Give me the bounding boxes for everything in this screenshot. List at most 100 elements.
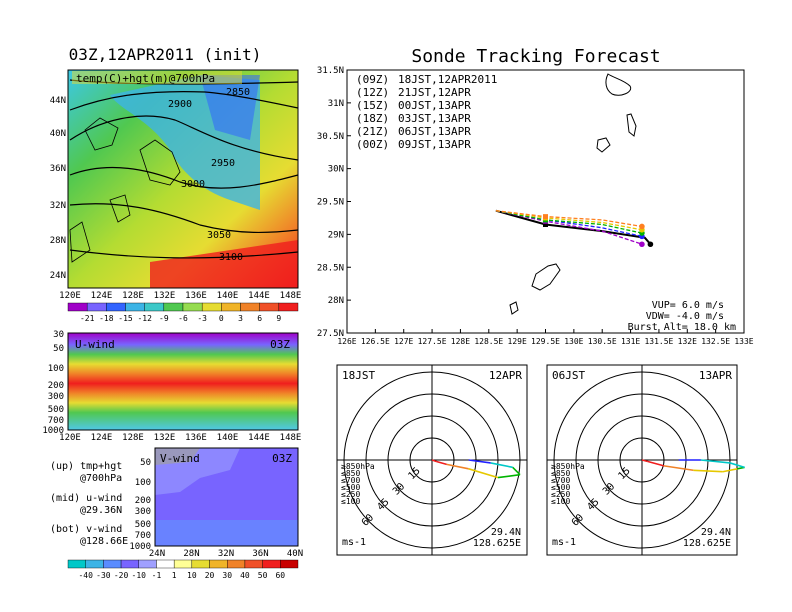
- v-wind-colorbar-label: 50: [258, 571, 268, 580]
- burst-point: [639, 241, 645, 248]
- hodograph-level-label: ≤850: [551, 469, 570, 478]
- map-frame: [67, 69, 299, 289]
- map-lon-tick: 140E: [217, 291, 239, 301]
- track-legend-run: (15Z): [356, 99, 389, 112]
- track-legend-label: 09JST,13APR: [398, 138, 471, 151]
- left-title: 03Z,12APR2011 (init): [69, 45, 262, 64]
- u-wind-lon-tick: 148E: [280, 433, 302, 443]
- map-colorbar-swatch: [86, 302, 107, 312]
- track-lat-tick: 29N: [328, 230, 344, 240]
- track-legend-run: (09Z): [356, 73, 389, 86]
- map-lon-tick: 132E: [154, 291, 176, 301]
- hodograph-level-label: ≤700: [551, 476, 570, 485]
- v-wind-colorbar: -40 -30 -20 -10 -1 1 10 20 30 40 50 60: [67, 559, 299, 580]
- u-wind-label: U-wind: [75, 338, 115, 351]
- v-wind-colorbar-label: -30: [96, 571, 111, 580]
- hodograph-level-label: ≥850hPa: [551, 462, 585, 471]
- v-wind-level-tick: 500: [135, 520, 151, 530]
- track-lat-tick: 27.5N: [317, 329, 344, 339]
- map-lat-tick: 44N: [50, 96, 66, 106]
- track-info-line: VDW= -4.0 m/s: [646, 311, 724, 322]
- u-wind-lon-tick: 136E: [185, 433, 207, 443]
- map-colorbar-swatch: [144, 302, 165, 312]
- map-lon-tick: 144E: [248, 291, 270, 301]
- v-wind-colorbar-swatch: [173, 559, 193, 569]
- hodograph-lat: 29.4N: [491, 527, 521, 538]
- track-info-line: Burst Alt= 18.0 km: [628, 322, 736, 333]
- map-colorbar-label: -15: [118, 314, 133, 323]
- track-lat-tick: 31.5N: [317, 66, 344, 76]
- track-map-panel: (09Z) 18JST,12APR2011 (12Z) 21JST,12APR (15Z…: [317, 66, 754, 346]
- hodograph-level-label: ≤700: [341, 476, 360, 485]
- map-colorbar-swatch: [163, 302, 184, 312]
- hodograph-date: 13APR: [699, 369, 732, 382]
- warm-region: [150, 240, 298, 288]
- map-lat-tick: 32N: [50, 201, 66, 211]
- v-wind-level-tick: 50: [140, 458, 151, 468]
- map-colorbar-label: -12: [137, 314, 152, 323]
- v-wind-lat-tick: 24N: [149, 549, 165, 559]
- contour-label-3050: 3050: [207, 230, 231, 241]
- v-wind-lat-tick: 32N: [218, 549, 234, 559]
- hodograph-trace: [436, 460, 447, 466]
- map-colorbar-label: -6: [178, 314, 188, 323]
- map-lat-tick: 24N: [50, 271, 66, 281]
- legend-up: (up) tmp+hgt: [50, 461, 122, 472]
- legend-up-level: @700hPa: [80, 473, 122, 484]
- map-colorbar-swatch: [259, 302, 280, 312]
- map-lon-labels: 120E 124E 128E 132E 136E 140E 144E 148E: [59, 291, 301, 301]
- u-wind-level-tick: 1000: [42, 426, 64, 436]
- legend-bot: (bot) v-wind: [50, 524, 122, 535]
- map-colorbar-swatch: [240, 302, 260, 312]
- map-lat-tick: 36N: [50, 164, 66, 174]
- map-colorbar-swatch: [201, 302, 222, 312]
- track-line: [495, 210, 643, 228]
- v-wind-time: 03Z: [272, 452, 292, 465]
- hodograph-unit: ms-1: [552, 537, 576, 548]
- v-wind-colorbar-swatch: [227, 559, 246, 569]
- island-5: [509, 301, 519, 315]
- hodograph-level-label: ≤850: [341, 469, 360, 478]
- island-3: [626, 113, 637, 137]
- v-wind-colorbar-swatch: [85, 559, 104, 569]
- v-wind-colorbar-swatch: [191, 559, 210, 569]
- map-colorbar-swatch: [125, 302, 145, 312]
- map-colorbar-swatch: [221, 302, 241, 312]
- legend-mid: (mid) u-wind: [50, 493, 122, 504]
- u-wind-level-tick: 50: [53, 344, 64, 354]
- map-lon-tick: 128E: [122, 291, 144, 301]
- legend-bot-lon: @128.66E: [80, 536, 128, 547]
- track-marker: [543, 214, 548, 220]
- track-lon-tick: 132.5E: [701, 337, 730, 346]
- v-wind-colorbar-swatch: [138, 559, 157, 569]
- hodograph-level-label: ≥850hPa: [341, 462, 375, 471]
- v-wind-level-tick: 100: [135, 478, 151, 488]
- island-1: [605, 73, 632, 96]
- hodograph-unit: ms-1: [342, 537, 366, 548]
- v-wind-colorbar-swatch: [280, 559, 299, 569]
- hodograph-trace: [490, 462, 513, 469]
- map-colorbar-label: -3: [197, 314, 207, 323]
- v-wind-colorbar-swatch: [67, 559, 86, 569]
- v-wind-colorbar-swatch: [262, 559, 281, 569]
- hodograph-trace: [729, 462, 745, 469]
- track-legend-label: 06JST,13APR: [398, 125, 471, 138]
- hodograph-trace: [512, 466, 521, 476]
- map-colorbar-label: 9: [276, 314, 281, 323]
- contour-label-3100: 3100: [219, 252, 243, 263]
- v-wind-colorbar-label: 40: [240, 571, 250, 580]
- island-2: [596, 137, 611, 153]
- hodograph-trace: [431, 459, 437, 463]
- u-wind-lon-tick: 140E: [217, 433, 239, 443]
- map-lon-tick: 120E: [59, 291, 81, 301]
- track-legend: (09Z) 18JST,12APR2011 (12Z) 21JST,12APR (15Z…: [356, 73, 497, 151]
- map-colorbar-label: -18: [99, 314, 114, 323]
- track-map-frame: [346, 69, 745, 334]
- map-colorbar-label: -9: [159, 314, 169, 323]
- track-lon-tick: 129.5E: [531, 337, 560, 346]
- v-wind-colorbar-label: 30: [222, 571, 232, 580]
- v-wind-colorbar-label: -20: [114, 571, 129, 580]
